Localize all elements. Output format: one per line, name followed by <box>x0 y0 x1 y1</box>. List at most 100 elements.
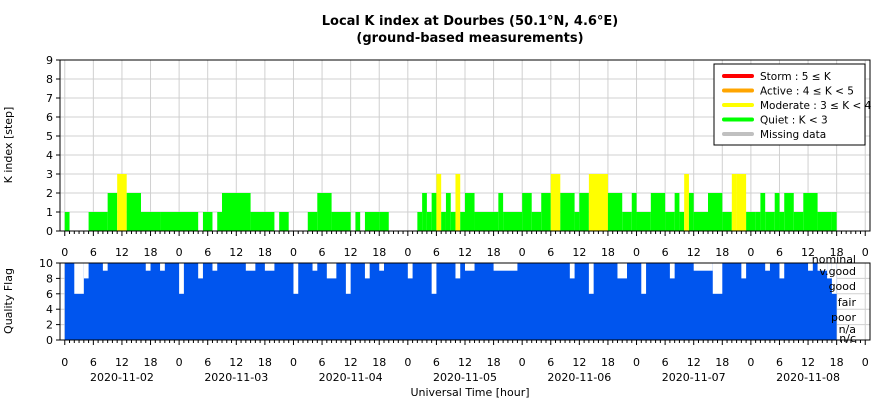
k-index-bar <box>784 193 794 231</box>
chart-title: Local K index at Dourbes (50.1°N, 4.6°E) <box>322 14 619 29</box>
quality-x-tick-label: 0 <box>862 356 869 369</box>
k-index-bar <box>474 212 499 231</box>
quality-y-label: Quality Flag <box>2 268 15 334</box>
k-index-bar <box>460 212 465 231</box>
k-index-bar <box>279 212 289 231</box>
k-x-tick-label: 12 <box>801 246 815 259</box>
quality-x-tick-label: 12 <box>801 356 815 369</box>
quality-dip <box>455 263 461 279</box>
quality-dip <box>264 263 275 271</box>
k-y-tick-label: 2 <box>46 187 53 200</box>
k-index-bar <box>793 212 804 231</box>
quality-dip <box>145 263 151 271</box>
quality-y-tick-label: 10 <box>39 257 53 270</box>
k-index-bar <box>731 174 737 231</box>
k-index-bar <box>817 212 832 231</box>
k-index-bar <box>607 193 623 231</box>
k-x-tick-label: 12 <box>687 246 701 259</box>
k-index-bar <box>455 174 461 231</box>
k-x-tick-label: 18 <box>830 246 844 259</box>
k-index-bar <box>436 174 442 231</box>
k-index-bar <box>222 193 251 231</box>
k-index-bar <box>202 212 213 231</box>
k-x-tick-label: 18 <box>601 246 615 259</box>
quality-dip <box>407 263 413 279</box>
quality-dip <box>741 263 747 279</box>
k-index-bar <box>650 193 666 231</box>
k-index-bar <box>746 212 756 231</box>
quality-x-tick-label: 0 <box>61 356 68 369</box>
legend-label: Active : 4 ≤ K < 5 <box>760 86 854 98</box>
k-index-bar <box>331 212 351 231</box>
quality-dip <box>379 263 384 271</box>
quality-y-tick-label: 0 <box>46 334 53 347</box>
k-y-tick-label: 3 <box>46 168 53 181</box>
quality-dip <box>693 263 713 271</box>
k-index-bar <box>708 193 723 231</box>
k-y-tick-label: 8 <box>46 73 53 86</box>
k-index-bar <box>417 212 423 231</box>
k-index-bar <box>522 193 532 231</box>
k-index-bar <box>693 212 708 231</box>
k-index-bar <box>498 193 504 231</box>
quality-dip <box>617 263 627 279</box>
k-index-bar <box>774 193 780 231</box>
k-x-tick-label: 6 <box>433 246 440 259</box>
k-x-tick-label: 0 <box>862 246 869 259</box>
k-index-bar <box>531 212 542 231</box>
k-x-tick-label: 18 <box>487 246 501 259</box>
k-x-tick-label: 12 <box>572 246 586 259</box>
k-index-bar <box>541 193 551 231</box>
k-index-bar <box>445 193 451 231</box>
k-index-bar <box>631 193 637 231</box>
quality-level-label: nominal <box>812 253 856 266</box>
k-y-tick-label: 4 <box>46 149 53 162</box>
quality-x-tick-label: 0 <box>747 356 754 369</box>
quality-x-tick-label: 6 <box>547 356 554 369</box>
k-index-bar <box>684 174 689 231</box>
k-y-tick-label: 5 <box>46 130 53 143</box>
quality-dip <box>160 263 165 271</box>
k-index-bar <box>426 212 432 231</box>
quality-level-label: poor <box>831 311 856 324</box>
quality-bar <box>64 263 837 340</box>
quality-dip <box>326 263 337 279</box>
k-x-tick-label: 18 <box>715 246 729 259</box>
quality-level-label: n/c <box>839 332 856 345</box>
k-x-tick-label: 12 <box>344 246 358 259</box>
k-index-bar <box>117 174 127 231</box>
k-x-tick-label: 6 <box>90 246 97 259</box>
quality-x-tick-label: 0 <box>290 356 297 369</box>
quality-x-tick-label: 6 <box>776 356 783 369</box>
k-x-tick-label: 6 <box>204 246 211 259</box>
quality-dip <box>364 263 370 279</box>
k-index-bar <box>674 193 680 231</box>
quality-dip <box>212 263 218 271</box>
quality-y-tick-label: 8 <box>46 272 53 285</box>
quality-x-tick-label: 0 <box>176 356 183 369</box>
k-index-bar <box>550 174 561 231</box>
legend: Storm : 5 ≤ K Active : 4 ≤ K < 5 Moderate … <box>713 63 872 146</box>
k-index-bar <box>160 212 199 231</box>
quality-dip <box>102 263 108 271</box>
chart-text: Local K index at Dourbes (50.1°N, 4.6°E)… <box>2 14 618 399</box>
k-index-bar <box>736 174 747 231</box>
k-y-tick-label: 7 <box>46 92 53 105</box>
k-x-tick-label: 0 <box>176 246 183 259</box>
day-label: 2020-11-05 <box>433 371 497 384</box>
day-label: 2020-11-07 <box>662 371 726 384</box>
k-index-bar <box>422 193 427 231</box>
quality-level-label: v.good <box>819 265 856 278</box>
quality-x-tick-label: 6 <box>319 356 326 369</box>
k-index-bar <box>622 212 632 231</box>
quality-dip <box>179 263 184 294</box>
k-index-bar <box>588 174 608 231</box>
quality-dip <box>712 263 723 294</box>
quality-x-tick-label: 0 <box>404 356 411 369</box>
quality-y-tick-label: 4 <box>46 303 53 316</box>
quality-x-tick-label: 12 <box>458 356 472 369</box>
k-index-bar <box>665 212 675 231</box>
k-y-tick-label: 9 <box>46 54 53 67</box>
k-index-bar <box>465 193 475 231</box>
